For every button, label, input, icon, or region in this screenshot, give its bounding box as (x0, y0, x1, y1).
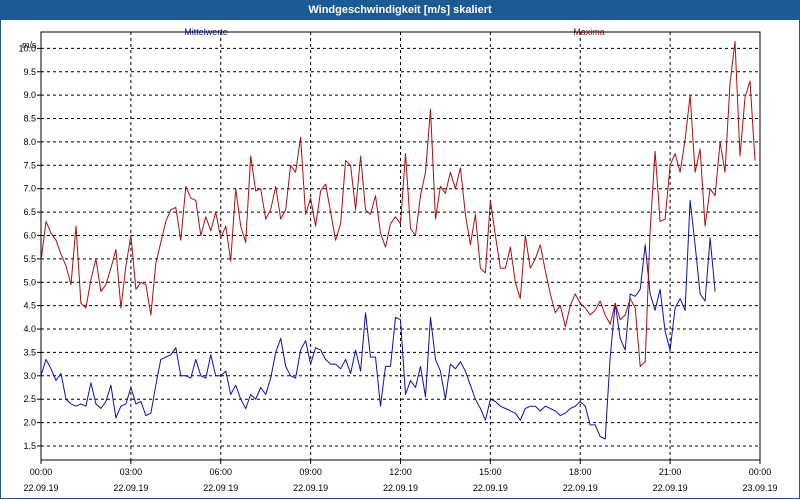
x-tick-date: 22.09.19 (203, 483, 238, 493)
wind-speed-chart: m/s Mittelwerte Maxima 1.52.02.53.03.54.… (18, 27, 777, 493)
y-tick-label: 2.5 (23, 394, 36, 404)
x-tick-date: 22.09.19 (113, 483, 148, 493)
y-axis-label: m/s (22, 40, 37, 50)
y-tick-label: 5.5 (23, 254, 36, 264)
x-tick-date: 22.09.19 (653, 483, 688, 493)
y-tick-label: 6.5 (23, 207, 36, 217)
x-tick-date: 22.09.19 (563, 483, 598, 493)
y-tick-label: 1.5 (23, 441, 36, 451)
y-tick-label: 4.5 (23, 301, 36, 311)
x-tick-time: 00:00 (30, 467, 53, 477)
x-tick-date: 22.09.19 (473, 483, 508, 493)
y-tick-label: 7.5 (23, 160, 36, 170)
x-tick-time: 18:00 (569, 467, 592, 477)
x-tick-date: 22.09.19 (383, 483, 418, 493)
x-tick-time: 15:00 (479, 467, 502, 477)
window-title: Windgeschwindigkeit [m/s] skaliert (0, 0, 800, 20)
x-tick-time: 03:00 (120, 467, 143, 477)
y-tick-label: 8.5 (23, 114, 36, 124)
x-tick-date: 23.09.19 (742, 483, 777, 493)
y-tick-label: 9.0 (23, 90, 36, 100)
series-line-mittelwerte (40, 199, 716, 440)
chart-frame: m/s Mittelwerte Maxima 1.5 2.0 2.5 3.0 3.5 4.… (0, 20, 800, 499)
x-tick-date: 22.09.19 (293, 483, 328, 493)
y-tick-label: 2.0 (23, 418, 36, 428)
y-tick-label: 3.0 (23, 371, 36, 381)
x-tick-time: 12:00 (389, 467, 412, 477)
y-tick-label: 8.0 (23, 137, 36, 147)
x-tick-time: 00:00 (749, 467, 772, 477)
x-tick-time: 09:00 (299, 467, 322, 477)
plot-area (40, 31, 761, 461)
y-tick-label: 6.0 (23, 230, 36, 240)
y-tick-label: 10.0 (18, 43, 36, 53)
y-tick-label: 5.0 (23, 277, 36, 287)
x-tick-time: 06:00 (209, 467, 232, 477)
series-line-maxima (40, 40, 756, 367)
y-tick-label: 4.0 (23, 324, 36, 334)
y-tick-label: 9.5 (23, 67, 36, 77)
y-tick-label: 7.0 (23, 184, 36, 194)
y-tick-label: 3.5 (23, 347, 36, 357)
x-tick-date: 22.09.19 (23, 483, 58, 493)
x-tick-time: 21:00 (659, 467, 682, 477)
